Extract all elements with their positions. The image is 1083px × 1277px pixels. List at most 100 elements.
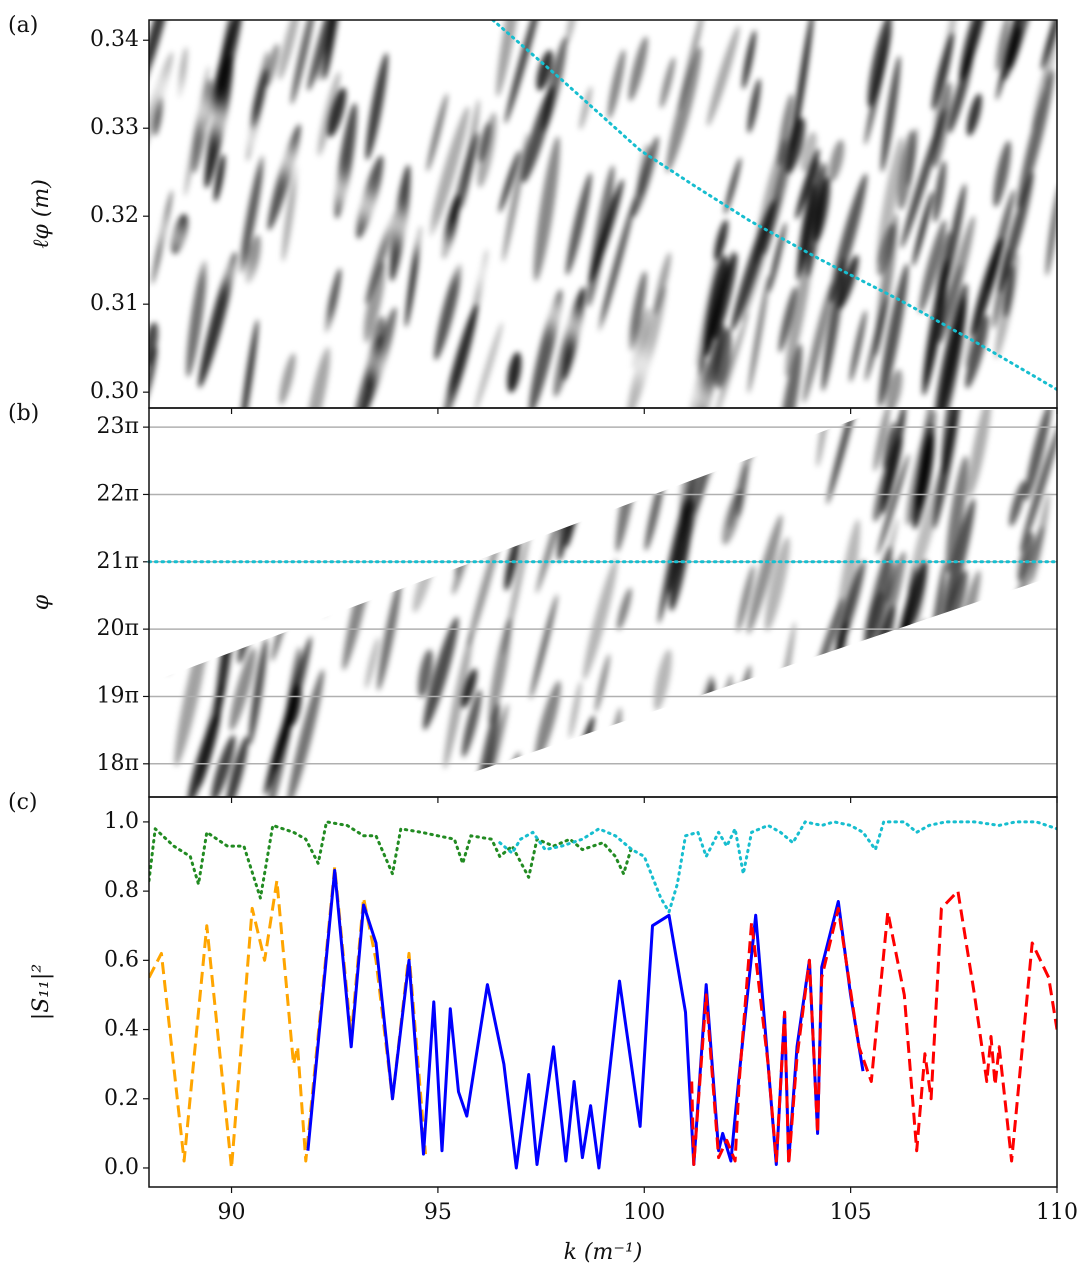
heatmap-streak [937,263,963,342]
heatmap-streak [406,410,420,469]
heatmap-streak [945,644,968,740]
heatmap-streak [240,319,259,408]
heatmap-streak [747,514,783,635]
heatmap-streak [912,191,934,267]
heatmap-streak [966,93,982,137]
heatmap-streak [811,637,847,767]
heatmap-streak [678,20,705,112]
heatmap-streak [213,153,226,202]
heatmap-streak [874,687,892,763]
heatmap-streak [542,36,567,132]
heatmap-streak [821,257,846,392]
heatmap-streak [802,281,834,404]
y-tick-label: 0.2 [104,1086,139,1111]
heatmap-streak [287,669,324,797]
heatmap-streak [534,680,561,762]
series-line [491,20,1057,391]
x-axis-label: k (m⁻¹) [564,1240,643,1265]
heatmap-streak [922,713,955,797]
heatmap-streak [229,647,256,731]
heatmap-streak [714,327,732,389]
heatmap-streak [502,520,532,656]
heatmap-streak [504,20,544,124]
heatmap-streak [317,71,341,157]
heatmap-streak [828,139,845,182]
heatmap-streak [186,259,207,378]
heatmap-streak [867,517,899,639]
heatmap-streak [487,447,506,534]
heatmap-streak [412,550,436,613]
y-tick-label: 20π [97,616,139,641]
heatmap-streak [400,483,429,561]
heatmap-streak [993,140,1011,208]
heatmap-streak [737,463,749,518]
heatmap-streak [628,270,647,352]
y-axis-label: |S₁₁|² [29,964,54,1020]
series-line [498,820,1057,914]
heatmap-streak [327,87,347,138]
heatmap-streak [434,263,462,361]
heatmap-streak [149,20,176,107]
heatmap-streak [881,410,906,515]
heatmap-streak [658,498,687,624]
heatmap-streak [153,96,164,137]
heatmap-streak [324,268,342,333]
heatmap-streak [461,668,478,709]
heatmap-streak [474,322,503,408]
heatmap-streak [279,353,296,406]
x-tick-label: 105 [830,1200,872,1225]
heatmap-streak [741,194,781,323]
heatmap-streak [264,700,294,796]
heatmap-streak [305,346,331,408]
heatmap-streak [934,283,968,408]
heatmap-streak [826,410,864,505]
heatmap-texture [149,410,1057,797]
heatmap-streak [785,244,813,378]
heatmap-streak [443,631,473,769]
heatmap-streak [247,553,261,594]
heatmap-streak [166,606,185,674]
heatmap-streak [773,621,796,747]
heatmap-streak [800,667,819,773]
heatmap-streak [876,136,904,266]
heatmap-streak [864,27,892,146]
heatmap-streak [429,106,470,238]
heatmap-streak [859,642,881,725]
y-tick-label: 0.31 [90,291,139,316]
heatmap-streak [696,232,725,368]
heatmap-streak [838,254,859,310]
heatmap-streak [582,558,618,680]
heatmap-streak [876,453,910,556]
heatmap-streak [278,20,301,81]
heatmap-streak [942,498,975,622]
x-tick-label: 100 [623,1200,665,1225]
y-tick-label: 0.4 [104,1017,139,1042]
heatmap-streak [835,519,861,648]
heatmap-streak [478,122,491,163]
heatmap-streak [965,314,989,389]
heatmap-streak [665,46,702,173]
heatmap-streak [644,472,665,551]
heatmap-streak [499,752,521,797]
heatmap-streak [991,669,1024,797]
heatmap-streak [1045,184,1057,276]
heatmap-streak [417,649,433,698]
heatmap-streak [565,459,587,548]
heatmap-streak [778,344,803,408]
heatmap-streak [264,43,280,88]
heatmap-streak [793,741,812,789]
heatmap-streak [365,637,380,689]
heatmap-streak [747,78,761,134]
heatmap-streak [1015,666,1057,797]
y-tick-label: 0.30 [90,379,139,404]
heatmap-streak [659,56,676,109]
y-tick-label: 0.6 [104,947,139,972]
heatmap-streak [1008,26,1022,70]
y-tick-label: 0.32 [90,203,139,228]
heatmap-streak [692,410,731,515]
heatmap-streak [488,618,512,726]
panel [149,820,1057,1170]
heatmap-streak [598,196,637,333]
heatmap-streak [442,304,478,408]
heatmap-streak [770,696,801,792]
